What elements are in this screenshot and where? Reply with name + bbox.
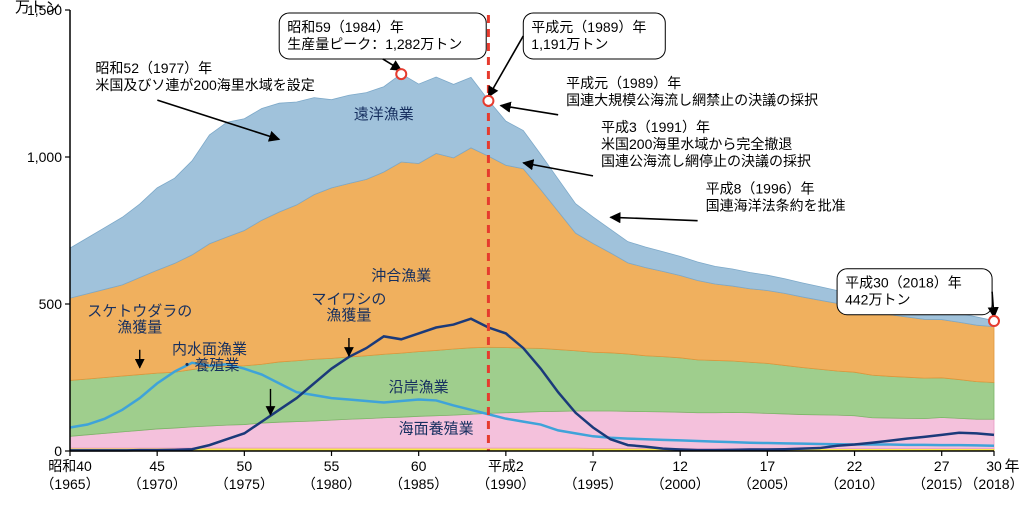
y-unit-label: 万トン: [15, 0, 60, 16]
x-tick-era-1975: 50: [237, 458, 253, 474]
x-tick-era-1985: 60: [411, 458, 427, 474]
ann-text-a1989b-1: 国連大規模公海流し網禁止の決議の採択: [566, 92, 818, 108]
ann-text-a1996-1: 国連海洋法条約を批准: [706, 198, 846, 214]
label-遠洋漁業: 遠洋漁業: [354, 106, 414, 123]
x-tick-west-2010: （2010）: [825, 476, 884, 492]
label-マイワシの漁獲量: マイワシの: [311, 291, 386, 308]
x-tick-west-1975: （1975）: [215, 476, 274, 492]
x-tick-west-1965: （1965）: [40, 476, 99, 492]
x-tick-west-1980: （1980）: [302, 476, 361, 492]
y-tick-1000: 1,000: [27, 149, 62, 165]
ann-text-a1989a-1: 1,191万トン: [531, 36, 608, 52]
x-tick-west-2005: （2005）: [738, 476, 797, 492]
ann-text-a1991-2: 国連公海流し網停止の決議の採択: [601, 153, 811, 169]
x-tick-era-2005: 17: [760, 458, 776, 474]
ann-text-a1991-0: 平成3（1991）年: [601, 119, 710, 135]
label-マイワシの漁獲量: 漁獲量: [326, 307, 371, 324]
ann-arrow-a1989a: [488, 36, 523, 97]
x-tick-west-2015: （2015）: [912, 476, 971, 492]
ann-text-a1977-0: 昭和52（1977）年: [95, 60, 212, 76]
x-tick-west-1970: （1970）: [128, 476, 187, 492]
ann-arrow-a2018: [992, 292, 994, 318]
ann-arrow-a1984: [383, 59, 402, 70]
ann-arrow-a1989b: [501, 106, 559, 115]
label-海面養殖業: 海面養殖業: [399, 420, 474, 437]
x-tick-era-1995: 7: [589, 458, 597, 474]
label-内水面漁業・養殖業: ・養殖業: [179, 357, 239, 374]
x-tick-era-1965: 昭和40: [48, 458, 92, 474]
ann-text-a2018-0: 平成30（2018）年: [845, 275, 962, 291]
ann-text-a2018-1: 442万トン: [845, 292, 910, 308]
label-スケトウダラの漁獲量: スケトウダラの: [87, 303, 192, 320]
ann-text-a1989b-0: 平成元（1989）年: [566, 75, 681, 91]
label-沖合漁業: 沖合漁業: [371, 267, 431, 284]
x-tick-era-2000: 12: [672, 458, 688, 474]
ann-text-a1984-0: 昭和59（1984）年: [287, 19, 404, 35]
x-tick-era-2010: 22: [847, 458, 863, 474]
x-tick-west-1985: （1985）: [389, 476, 448, 492]
ann-text-a1984-1: 生産量ピーク：1,282万トン: [287, 36, 462, 52]
y-tick-0: 0: [54, 443, 62, 459]
x-tick-era-1970: 45: [149, 458, 165, 474]
x-tick-era-2015: 27: [934, 458, 950, 474]
fisheries-chart: 05001,0001,500万トン昭和40（1965）45（1970）50（19…: [0, 0, 1024, 511]
label-スケトウダラの漁獲量: 漁獲量: [117, 319, 162, 336]
ann-text-a1989a-0: 平成元（1989）年: [531, 19, 646, 35]
x-unit-label: 年: [1004, 458, 1019, 475]
x-tick-west-1995: （1995）: [563, 476, 622, 492]
ann-text-a1991-1: 米国200海里水域から完全撤退: [601, 136, 792, 152]
marker-2018: [989, 316, 999, 326]
marker-1989: [483, 96, 493, 106]
y-tick-500: 500: [39, 296, 63, 312]
label-沿岸漁業: 沿岸漁業: [389, 379, 449, 396]
x-tick-west-1990: （1990）: [476, 476, 535, 492]
ann-text-a1977-1: 米国及びソ連が200海里水域を設定: [95, 77, 314, 93]
ann-arrow-a1996: [610, 217, 697, 220]
x-tick-era-1990: 平成2: [488, 458, 524, 474]
x-tick-era-1980: 55: [324, 458, 340, 474]
x-tick-era-2018: 30: [986, 458, 1002, 474]
label-内水面漁業・養殖業: 内水面漁業: [172, 341, 247, 358]
marker-1984: [396, 69, 406, 79]
x-tick-west-2000: （2000）: [651, 476, 710, 492]
ann-text-a1996-0: 平成8（1996）年: [706, 181, 815, 197]
x-tick-west-2018: （2018）: [964, 476, 1023, 492]
